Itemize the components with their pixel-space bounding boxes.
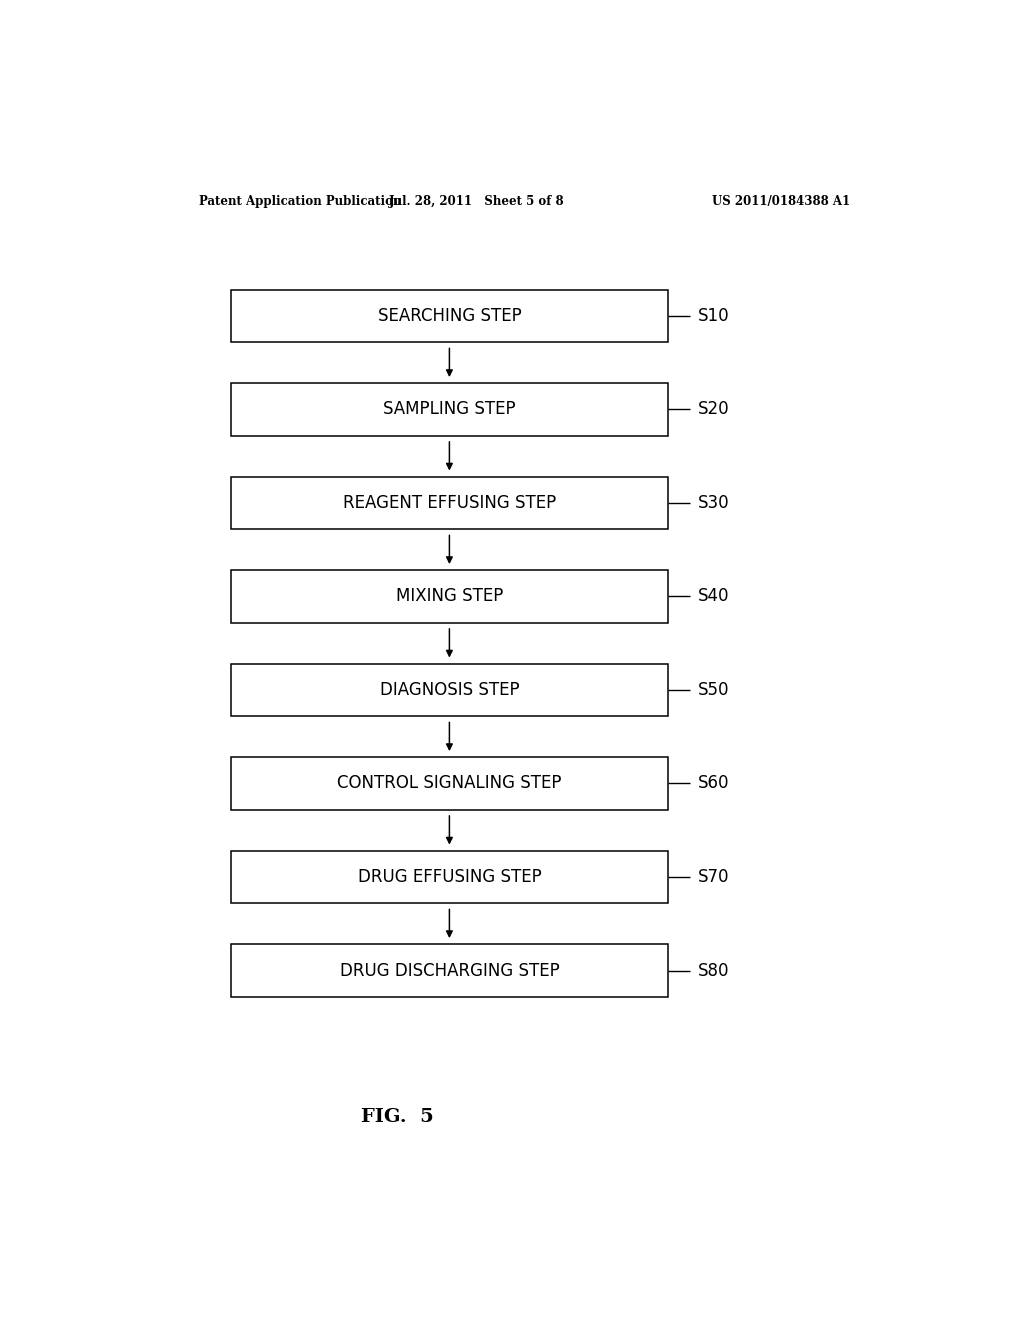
Bar [231, 477, 668, 529]
Bar [231, 570, 668, 623]
Text: REAGENT EFFUSING STEP: REAGENT EFFUSING STEP [343, 494, 556, 512]
Bar [231, 758, 668, 810]
Bar [231, 944, 668, 997]
Text: SEARCHING STEP: SEARCHING STEP [378, 308, 521, 325]
Text: S30: S30 [697, 494, 729, 512]
Text: FIG.  5: FIG. 5 [361, 1107, 434, 1126]
Text: Patent Application Publication: Patent Application Publication [200, 194, 402, 207]
Text: S70: S70 [697, 869, 729, 886]
Text: S40: S40 [697, 587, 729, 606]
Bar [231, 850, 668, 903]
Bar [231, 383, 668, 436]
Text: S50: S50 [697, 681, 729, 700]
Bar [231, 289, 668, 342]
Text: Jul. 28, 2011   Sheet 5 of 8: Jul. 28, 2011 Sheet 5 of 8 [389, 194, 565, 207]
Text: S10: S10 [697, 308, 729, 325]
Text: MIXING STEP: MIXING STEP [395, 587, 503, 606]
Text: CONTROL SIGNALING STEP: CONTROL SIGNALING STEP [337, 775, 561, 792]
Bar [231, 664, 668, 717]
Text: SAMPLING STEP: SAMPLING STEP [383, 400, 516, 418]
Text: DRUG EFFUSING STEP: DRUG EFFUSING STEP [357, 869, 542, 886]
Text: S80: S80 [697, 961, 729, 979]
Text: DIAGNOSIS STEP: DIAGNOSIS STEP [380, 681, 519, 700]
Text: S20: S20 [697, 400, 729, 418]
Text: S60: S60 [697, 775, 729, 792]
Text: US 2011/0184388 A1: US 2011/0184388 A1 [712, 194, 850, 207]
Text: DRUG DISCHARGING STEP: DRUG DISCHARGING STEP [340, 961, 559, 979]
